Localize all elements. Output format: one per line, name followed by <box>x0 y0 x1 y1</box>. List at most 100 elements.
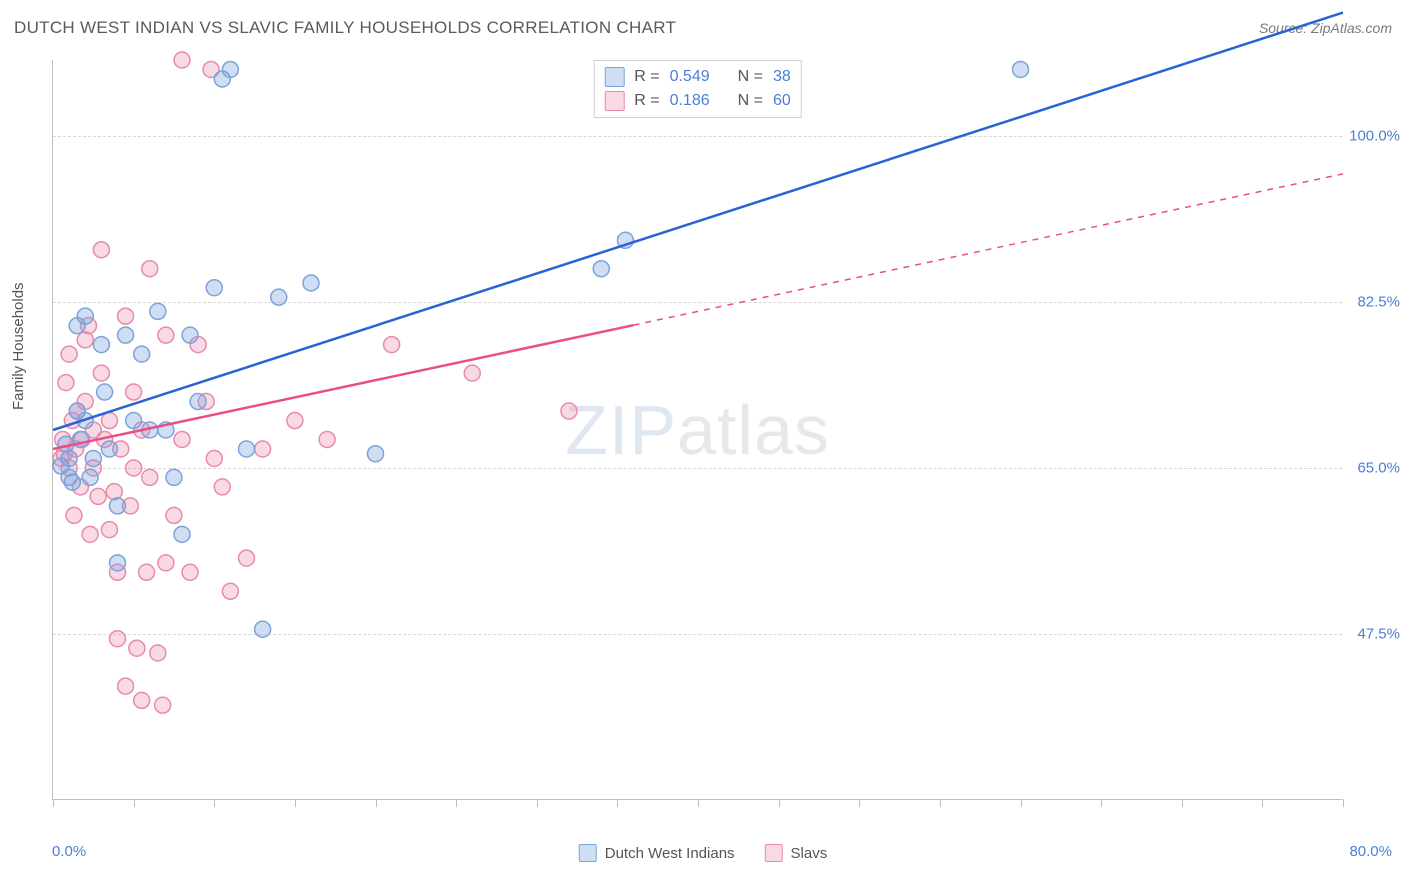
dwi-point <box>101 441 117 457</box>
x-tick <box>617 799 618 807</box>
slavs-point <box>118 678 134 694</box>
dwi-point <box>182 327 198 343</box>
plot-area: ZIPatlas 100.0%82.5%65.0%47.5% R = 0.549… <box>52 60 1342 800</box>
x-tick <box>859 799 860 807</box>
dwi-point <box>174 526 190 542</box>
dwi-point <box>303 275 319 291</box>
dwi-point <box>110 498 126 514</box>
dwi-point <box>61 450 77 466</box>
slavs-point <box>110 631 126 647</box>
slavs-point <box>106 484 122 500</box>
slavs-point <box>77 332 93 348</box>
slavs-point <box>222 583 238 599</box>
x-tick <box>53 799 54 807</box>
slavs-point <box>61 346 77 362</box>
x-tick <box>295 799 296 807</box>
chart-title: DUTCH WEST INDIAN VS SLAVIC FAMILY HOUSE… <box>14 18 676 38</box>
series-legend: Dutch West Indians Slavs <box>579 844 827 862</box>
x-axis-max-label: 80.0% <box>1349 843 1392 860</box>
slavs-point <box>126 384 142 400</box>
dwi-point <box>271 289 287 305</box>
dwi-point <box>77 308 93 324</box>
slavs-point <box>142 261 158 277</box>
swatch-dwi-icon <box>579 844 597 862</box>
dwi-point <box>368 446 384 462</box>
slavs-point <box>384 337 400 353</box>
dwi-point <box>118 327 134 343</box>
x-tick <box>940 799 941 807</box>
y-axis-label: Family Households <box>10 282 27 410</box>
x-tick <box>214 799 215 807</box>
legend-label-dwi: Dutch West Indians <box>605 845 735 862</box>
y-tick-label: 47.5% <box>1346 625 1400 642</box>
slavs-point <box>287 413 303 429</box>
dwi-point <box>82 469 98 485</box>
legend-label-slavs: Slavs <box>791 845 828 862</box>
dwi-point <box>190 394 206 410</box>
dwi-point <box>97 384 113 400</box>
y-tick-label: 82.5% <box>1346 293 1400 310</box>
x-ticks-container <box>53 799 1342 807</box>
slavs-point <box>174 431 190 447</box>
slavs-point <box>66 507 82 523</box>
slavs-point <box>126 460 142 476</box>
legend-item-slavs: Slavs <box>765 844 828 862</box>
slavs-point <box>155 697 171 713</box>
slavs-point <box>142 469 158 485</box>
slavs-point <box>129 640 145 656</box>
dwi-point <box>255 621 271 637</box>
y-tick-label: 65.0% <box>1346 459 1400 476</box>
x-tick <box>376 799 377 807</box>
x-tick <box>1021 799 1022 807</box>
trend-solid <box>53 13 1343 430</box>
x-tick <box>134 799 135 807</box>
dwi-point <box>239 441 255 457</box>
dwi-point <box>150 303 166 319</box>
slavs-point <box>158 327 174 343</box>
x-tick <box>456 799 457 807</box>
dwi-point <box>134 346 150 362</box>
slavs-point <box>158 555 174 571</box>
legend-item-dwi: Dutch West Indians <box>579 844 735 862</box>
slavs-point <box>464 365 480 381</box>
dwi-point <box>222 61 238 77</box>
slavs-point <box>101 413 117 429</box>
dwi-point <box>110 555 126 571</box>
slavs-point <box>58 375 74 391</box>
slavs-point <box>82 526 98 542</box>
x-tick <box>1262 799 1263 807</box>
dwi-point <box>593 261 609 277</box>
x-tick <box>537 799 538 807</box>
slavs-point <box>90 488 106 504</box>
slavs-point <box>134 692 150 708</box>
slavs-point <box>101 522 117 538</box>
dwi-point <box>166 469 182 485</box>
swatch-slavs-icon <box>765 844 783 862</box>
trend-dashed <box>634 174 1344 325</box>
scatter-svg <box>53 60 1342 799</box>
slavs-point <box>255 441 271 457</box>
x-tick <box>1343 799 1344 807</box>
slavs-point <box>139 564 155 580</box>
x-tick <box>698 799 699 807</box>
slavs-point <box>93 365 109 381</box>
dwi-point <box>126 413 142 429</box>
chart-header: DUTCH WEST INDIAN VS SLAVIC FAMILY HOUSE… <box>14 18 1392 38</box>
slavs-point <box>166 507 182 523</box>
slavs-point <box>319 431 335 447</box>
slavs-point <box>118 308 134 324</box>
x-tick <box>1101 799 1102 807</box>
slavs-point <box>93 242 109 258</box>
slavs-point <box>182 564 198 580</box>
x-tick <box>1182 799 1183 807</box>
dwi-point <box>93 337 109 353</box>
x-tick <box>779 799 780 807</box>
slavs-point <box>174 52 190 68</box>
slavs-point <box>239 550 255 566</box>
dwi-point <box>206 280 222 296</box>
dwi-point <box>85 450 101 466</box>
x-axis-min-label: 0.0% <box>52 843 86 860</box>
slavs-point <box>214 479 230 495</box>
slavs-point <box>150 645 166 661</box>
y-tick-label: 100.0% <box>1346 127 1400 144</box>
